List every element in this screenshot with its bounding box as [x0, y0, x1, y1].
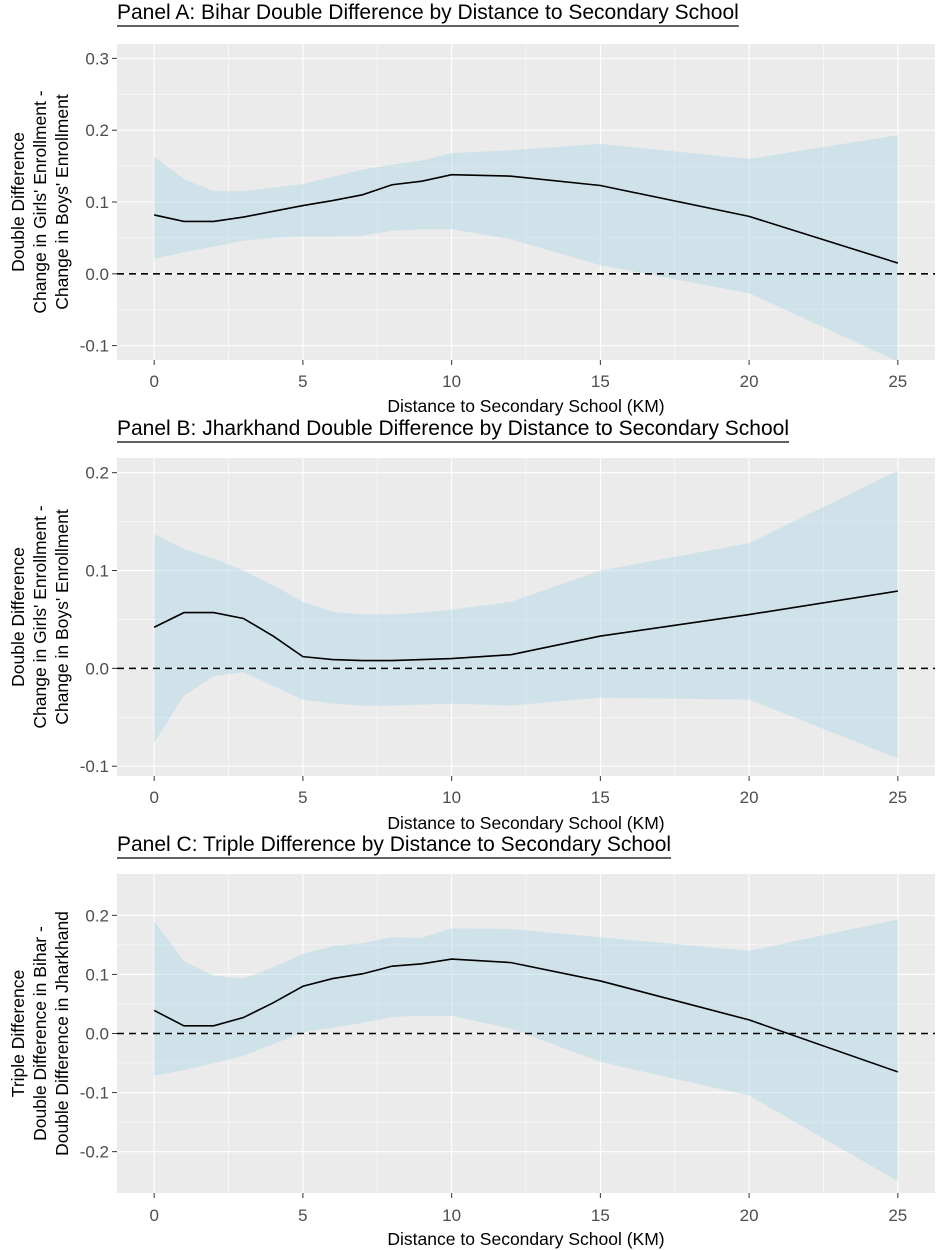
- x-tick-label: 5: [298, 788, 307, 807]
- confidence-band: [154, 470, 898, 759]
- y-tick-label: 0.2: [85, 121, 109, 140]
- x-tick-label: 25: [888, 372, 907, 391]
- x-tick-label: 15: [591, 788, 610, 807]
- y-axis-title-line: Change in Girls' Enrollment -: [30, 90, 50, 313]
- panel-b: -0.1 0.0 0.1 0.2 0 5 10 15 20 25 Distance to Secon…: [8, 417, 935, 833]
- y-axis-title: Double Difference Change in Girls' Enroll…: [8, 90, 72, 313]
- estimate-line: [153, 590, 898, 662]
- y-axis-title-line: Double Difference: [8, 547, 28, 687]
- y-tick-label: 0.2: [85, 906, 109, 925]
- x-tick-label: 0: [149, 788, 158, 807]
- y-tick-label: 0.1: [85, 965, 109, 984]
- y-tick-label: 0.1: [85, 562, 109, 581]
- x-tick-label: 25: [888, 788, 907, 807]
- y-tick-label: 0.0: [85, 659, 109, 678]
- y-axis-title: Triple Difference Double Difference in Bi…: [8, 911, 72, 1156]
- x-tick-label: 0: [149, 1206, 158, 1225]
- y-axis-title-line: Change in Girls' Enrollment -: [30, 505, 50, 728]
- panel-title: Panel A: Bihar Double Difference by Dist…: [117, 1, 739, 24]
- x-tick-label: 25: [888, 1206, 907, 1225]
- x-tick-label: 10: [442, 1206, 461, 1225]
- confidence-band: [154, 919, 898, 1182]
- x-axis-title: Distance to Secondary School (KM): [387, 396, 664, 416]
- y-tick-label: 0.0: [85, 1025, 109, 1044]
- y-tick-label: 0.2: [85, 464, 109, 483]
- y-axis-title-line: Triple Difference: [8, 970, 28, 1097]
- x-tick-label: 5: [298, 372, 307, 391]
- y-axis-title: Double Difference Change in Girls' Enroll…: [8, 505, 72, 728]
- estimate-line: [154, 173, 899, 264]
- y-axis-title-line: Double Difference: [8, 132, 28, 272]
- x-tick-label: 15: [591, 1206, 610, 1225]
- x-axis-title: Distance to Secondary School (KM): [387, 1229, 664, 1249]
- y-tick-label: -0.1: [80, 757, 109, 776]
- y-tick-label: -0.2: [80, 1143, 109, 1162]
- y-axis-title-line: Double Difference in Jharkhand: [52, 911, 72, 1156]
- estimate-line: [153, 958, 899, 1073]
- y-tick-label: -0.1: [80, 1084, 109, 1103]
- y-tick-label: 0.3: [85, 49, 109, 68]
- y-tick-label: -0.1: [80, 337, 109, 356]
- x-tick-label: 20: [740, 788, 759, 807]
- panel-c: -0.2 -0.1 0.0 0.1 0.2 0 5 10 15 20 25 Distance to S…: [8, 833, 935, 1249]
- x-tick-label: 10: [442, 788, 461, 807]
- panel-a: -0.1 0.0 0.1 0.2 0.3 0 5 10 15 20 25 Distance to Se…: [8, 1, 935, 416]
- x-tick-label: 5: [298, 1206, 307, 1225]
- panel-title: Panel B: Jharkhand Double Difference by …: [117, 417, 789, 440]
- y-axis-title-line: Change in Boys' Enrollment: [52, 94, 72, 310]
- x-axis-title: Distance to Secondary School (KM): [387, 813, 664, 833]
- y-axis-title-line: Double Difference in Bihar -: [30, 926, 50, 1141]
- confidence-band: [154, 135, 898, 362]
- x-tick-label: 15: [591, 372, 610, 391]
- x-tick-label: 10: [442, 372, 461, 391]
- y-tick-label: 0.0: [85, 265, 109, 284]
- y-axis-title-line: Change in Boys' Enrollment: [52, 509, 72, 725]
- x-tick-label: 0: [149, 372, 158, 391]
- y-tick-label: 0.1: [85, 193, 109, 212]
- x-tick-label: 20: [740, 372, 759, 391]
- panel-title: Panel C: Triple Difference by Distance t…: [117, 833, 671, 856]
- x-tick-label: 20: [740, 1206, 759, 1225]
